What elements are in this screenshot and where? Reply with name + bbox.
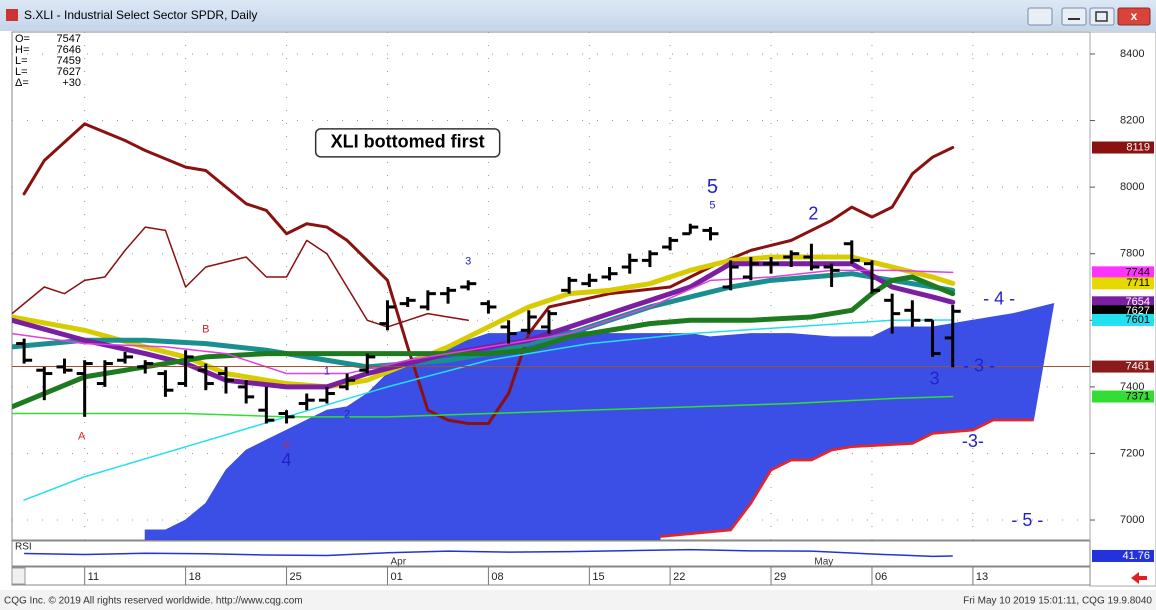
y-tick-label: 7800	[1120, 248, 1144, 260]
annotation: 5	[709, 200, 715, 212]
readout-value: 7459	[57, 55, 81, 67]
rsi-line	[24, 548, 953, 558]
annotation: - 3 -	[963, 355, 995, 375]
indicator-line	[12, 254, 956, 390]
date-axis	[11, 566, 1091, 586]
price-tag-label: 8119	[1126, 141, 1150, 153]
app-icon	[6, 9, 18, 21]
y-tick-label: 8200	[1120, 114, 1144, 126]
rsi-tag-label: 41.76	[1122, 550, 1150, 562]
rsi-tag	[1092, 549, 1154, 562]
x-tick-label: 18	[189, 571, 201, 583]
annotation: 4	[282, 450, 292, 470]
annotation: XLI bottomed first	[331, 132, 485, 152]
readout-label: O=	[15, 33, 30, 45]
price-tag-label: 7461	[1126, 360, 1150, 372]
title-bar	[0, 0, 1156, 31]
status-bar	[0, 590, 1156, 610]
overlay-layer: O= 7547 H= 7646 L= 7459 L= 7627 Δ= +30 7000 7200 740…	[15, 33, 1154, 585]
price-tag-label: 7601	[1126, 314, 1150, 326]
readout-value: 7627	[57, 66, 81, 78]
maximize-icon	[1095, 11, 1108, 22]
x-tick-label: 15	[592, 571, 604, 583]
readout-value: 7646	[57, 44, 81, 56]
footer-right: Fri May 10 2019 15:01:11, CQG 19.9.8040	[963, 596, 1152, 607]
price-tag	[1092, 390, 1154, 403]
annotation: - 5 -	[1011, 510, 1043, 530]
annotation-box	[314, 128, 501, 158]
footer-left: CQG Inc. © 2019 All rights reserved worl…	[4, 596, 303, 607]
x-tick-label: 01	[390, 571, 402, 583]
annotation: 3	[465, 256, 471, 268]
price-tag-label: 7711	[1126, 277, 1150, 289]
indicator-line	[22, 122, 955, 425]
window-buttons: x	[1027, 7, 1151, 26]
x-tick-label: 08	[491, 571, 503, 583]
y-tick-label: 7000	[1120, 514, 1144, 526]
annotation: - 4 -	[983, 288, 1015, 308]
x-tick-label: 11	[88, 571, 99, 583]
annotation: 5	[707, 176, 718, 198]
readout-label: L=	[15, 55, 28, 67]
readout-label: H=	[15, 44, 29, 56]
readout-value: 7547	[57, 33, 81, 45]
x-tick-label: 13	[976, 571, 988, 583]
rsi-layer	[24, 548, 953, 558]
price-tag-label: 7744	[1126, 266, 1150, 278]
plot-layer	[12, 32, 1090, 540]
close-icon: x	[1131, 9, 1138, 23]
y-tick-label: 8400	[1120, 48, 1144, 60]
annotation: -3-	[962, 431, 984, 451]
price-tag	[1092, 360, 1154, 373]
annotation: 2	[344, 408, 350, 420]
window-title: S.XLI - Industrial Select Sector SPDR, D…	[24, 8, 257, 22]
y-tick-label: 8000	[1120, 181, 1144, 193]
maximize-button[interactable]	[1089, 7, 1115, 26]
month-label: May	[814, 557, 833, 568]
x-tick-label: 22	[673, 571, 685, 583]
minimize-button[interactable]	[1061, 7, 1087, 26]
price-tag-label: 7371	[1126, 390, 1150, 402]
annotation: 2	[808, 204, 818, 224]
close-button[interactable]	[1117, 7, 1151, 26]
indicator-line	[12, 395, 954, 418]
price-tag	[1092, 266, 1154, 279]
scroll-arrow[interactable]	[1131, 572, 1147, 584]
y-tick-label: 7200	[1120, 447, 1144, 459]
indicator-line	[12, 269, 954, 375]
readout-label: L=	[15, 66, 28, 78]
price-tag-label: 7654	[1126, 296, 1150, 308]
y-tick-label: 7400	[1120, 381, 1144, 393]
x-tick-label: 06	[875, 571, 887, 583]
scroll-box[interactable]	[11, 567, 26, 585]
indicator-line	[23, 319, 954, 501]
x-tick-label: 29	[774, 571, 786, 583]
month-label: Apr	[390, 557, 406, 568]
annotation: A	[78, 430, 86, 442]
pin-button[interactable]	[1027, 7, 1053, 26]
readout-label: Δ=	[15, 77, 29, 89]
annotation: B	[202, 324, 209, 336]
price-tag	[1092, 141, 1154, 154]
price-tag	[1092, 277, 1154, 290]
readout-value: +30	[62, 77, 81, 89]
rsi-label: RSI	[15, 542, 32, 553]
annotation: c	[284, 438, 290, 450]
annotation: 1	[324, 365, 330, 377]
x-tick-label: 25	[290, 571, 302, 583]
cloud-floor-line	[659, 418, 1034, 538]
price-tag	[1092, 313, 1154, 326]
indicator-line	[12, 226, 469, 328]
annotation: 3	[930, 368, 940, 388]
indicator-line	[12, 274, 956, 410]
